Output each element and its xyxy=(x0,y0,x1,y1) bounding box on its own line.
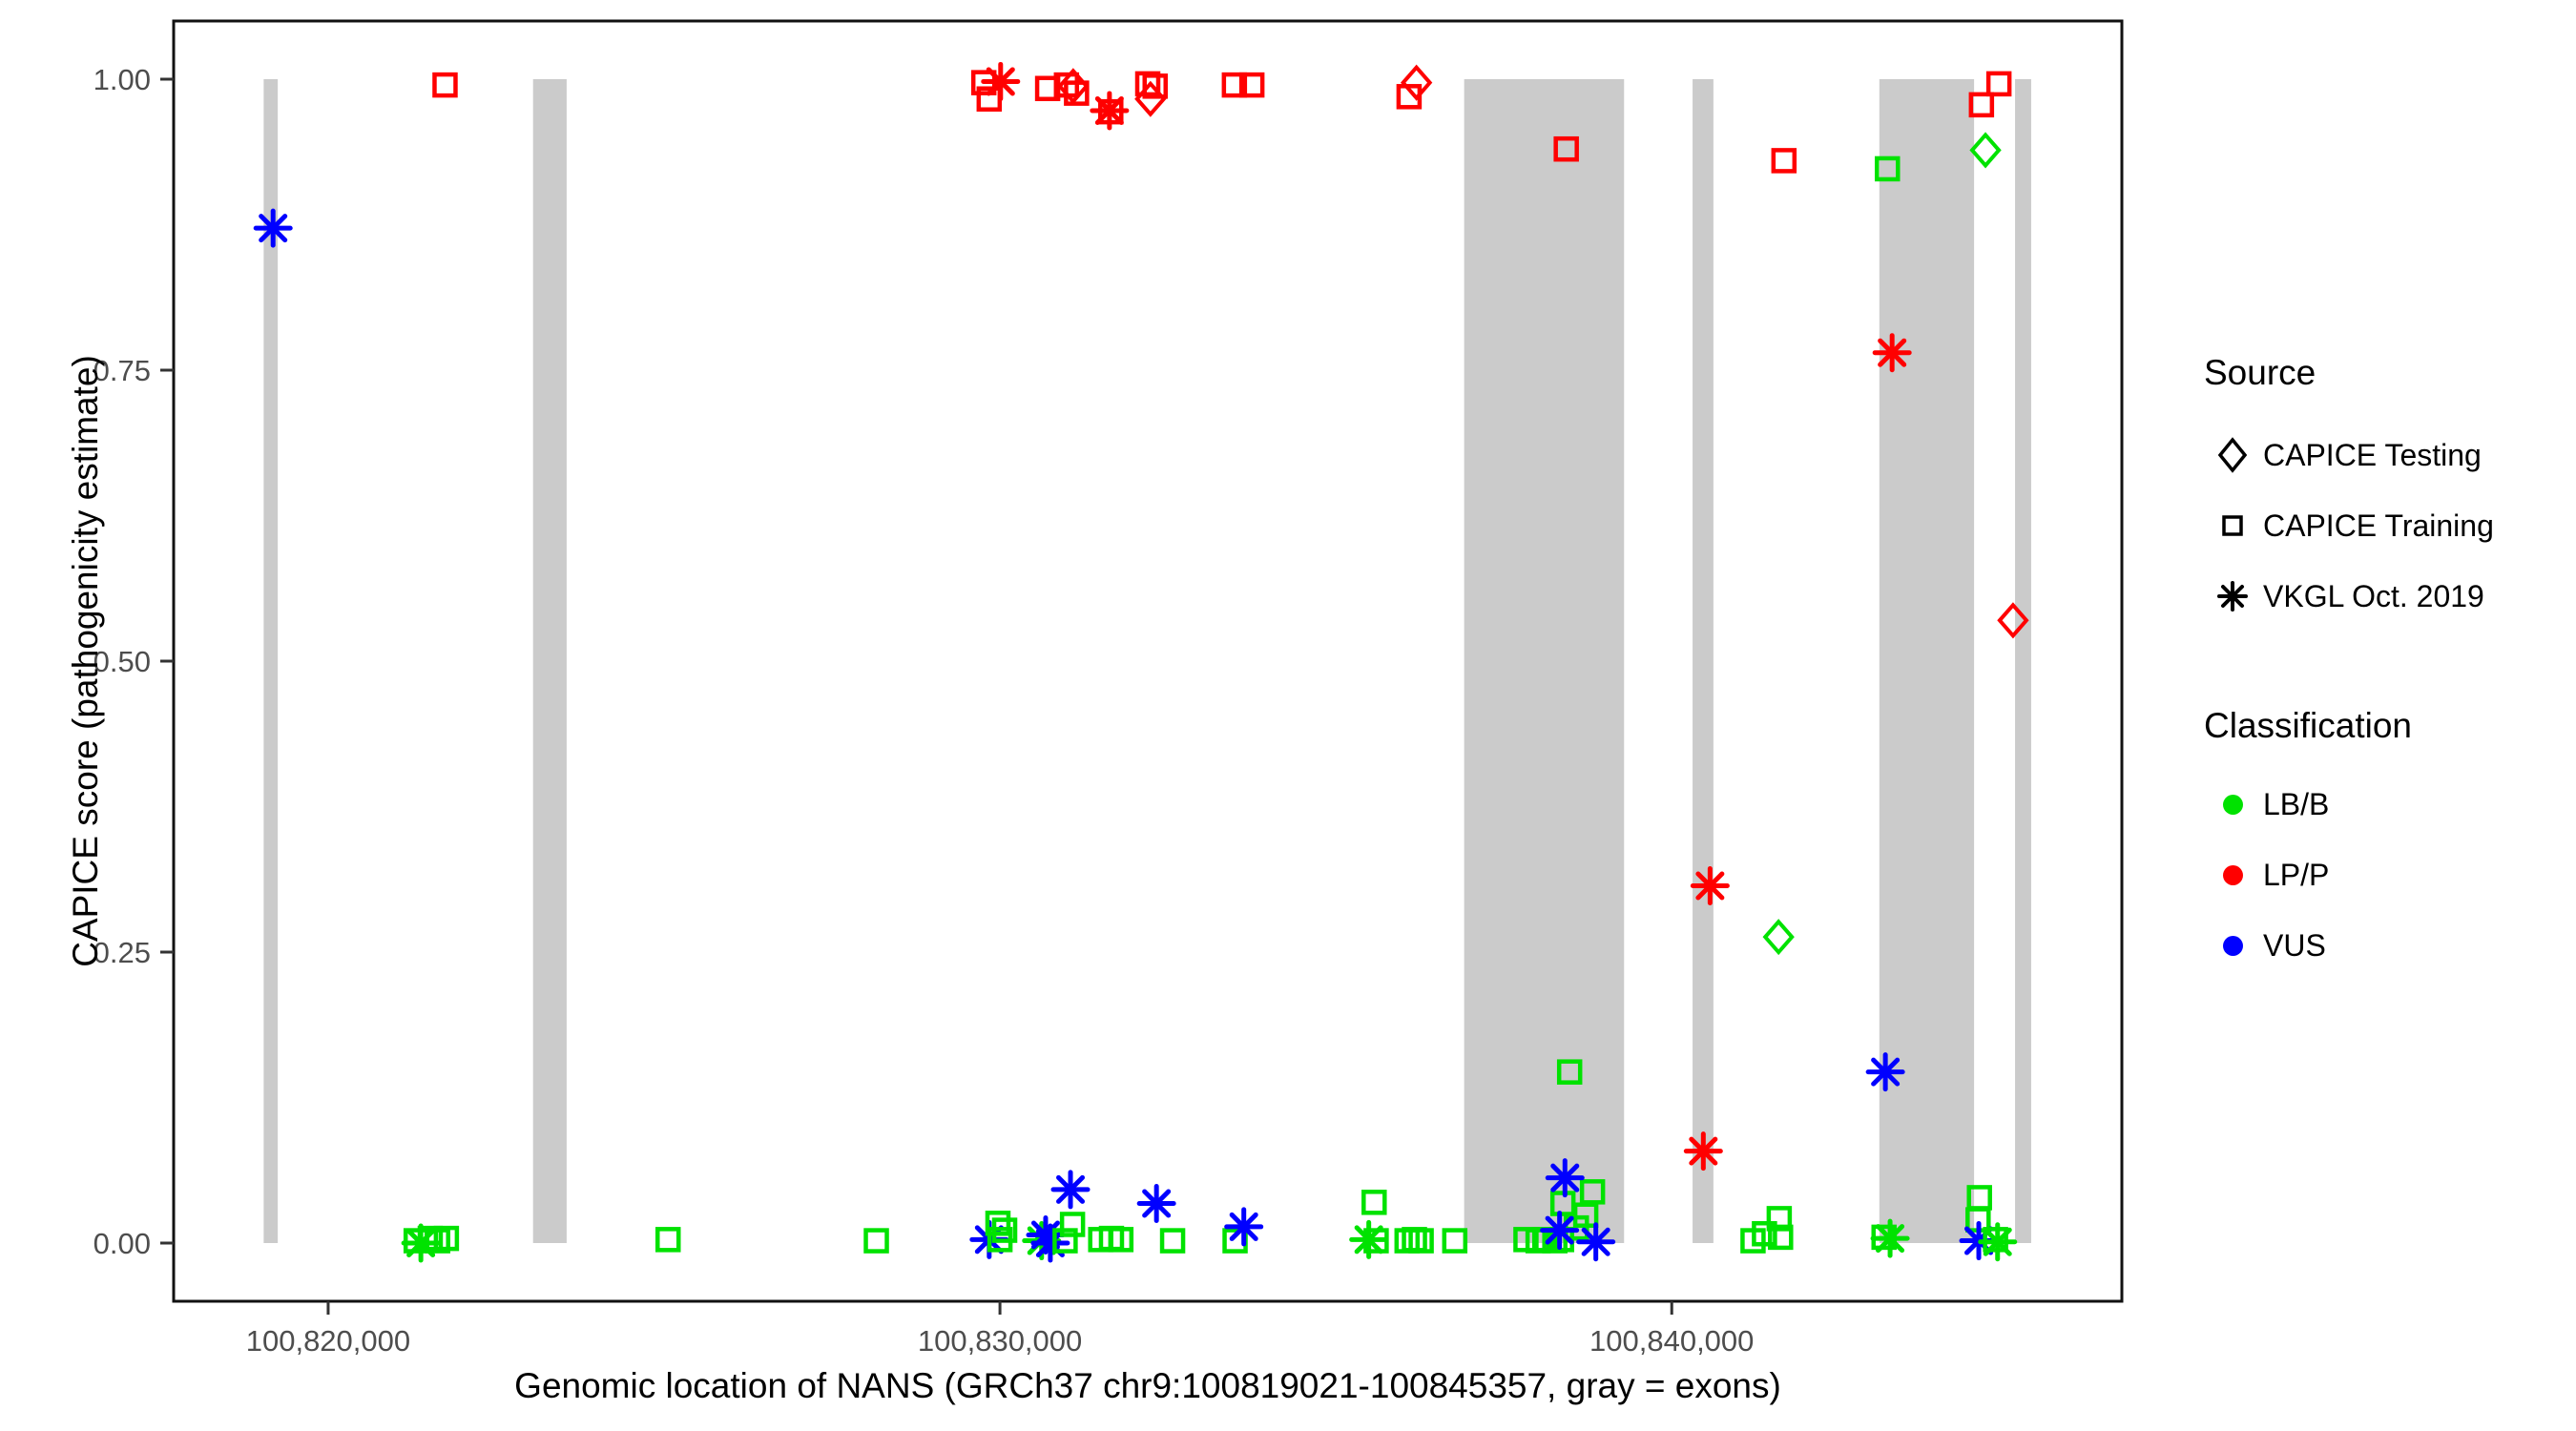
circle-icon xyxy=(2222,794,2243,815)
legend-item-label: CAPICE Training xyxy=(2263,508,2494,543)
exon-bar xyxy=(1464,79,1625,1243)
data-point xyxy=(654,1227,681,1253)
data-point xyxy=(1442,1228,1468,1254)
data-point xyxy=(433,1225,460,1252)
data-point xyxy=(1034,75,1061,102)
data-point xyxy=(1985,71,2012,97)
x-tick-label: 100,820,000 xyxy=(246,1324,410,1358)
data-point xyxy=(1408,1228,1434,1254)
exon-bar xyxy=(2015,79,2031,1243)
exon-bar xyxy=(532,79,567,1243)
data-point xyxy=(1064,80,1090,106)
diamond-icon xyxy=(2217,437,2248,473)
legend-item-label: LB/B xyxy=(2263,786,2330,821)
data-point xyxy=(1134,80,1167,117)
data-point xyxy=(417,1225,444,1252)
data-point xyxy=(1361,1190,1387,1215)
legend-item-label: VKGL Oct. 2019 xyxy=(2263,578,2484,613)
exon-bar xyxy=(263,79,279,1243)
y-tick-label: 0.75 xyxy=(93,354,151,387)
data-point xyxy=(1545,1158,1585,1198)
data-point xyxy=(1556,1059,1583,1085)
square-icon xyxy=(2222,515,2243,536)
circle-icon xyxy=(2222,935,2243,956)
data-point xyxy=(985,1211,1011,1236)
x-tick-label: 100,830,000 xyxy=(918,1324,1082,1358)
data-point xyxy=(1540,1211,1580,1251)
data-point xyxy=(1969,132,2002,169)
legend-item-label: VUS xyxy=(2263,927,2326,963)
data-point xyxy=(1771,148,1797,174)
exon-bar xyxy=(1879,79,1975,1243)
data-point xyxy=(1134,71,1161,97)
data-point xyxy=(1690,865,1730,905)
legend-item-source-2: VKGL Oct. 2019 xyxy=(2204,561,2566,632)
data-point xyxy=(1553,135,1579,162)
x-tick-label: 100,840,000 xyxy=(1589,1324,1754,1358)
data-point xyxy=(1683,1131,1723,1172)
legend-classification: Classification LB/B LP/P VUS xyxy=(2204,706,2566,981)
data-point xyxy=(1098,98,1124,125)
data-point xyxy=(1768,1224,1794,1251)
data-point xyxy=(1766,1206,1793,1232)
data-point xyxy=(1978,1222,2018,1262)
data-point xyxy=(432,72,458,98)
data-point xyxy=(1052,1228,1078,1254)
y-axis-title: CAPICE score (pathogenicity estimate) xyxy=(66,355,105,967)
y-tick-label: 1.00 xyxy=(93,63,151,96)
y-tick-label: 0.00 xyxy=(93,1227,151,1260)
legend-item-classification-2: VUS xyxy=(2204,910,2566,981)
legend-item-label: LP/P xyxy=(2263,857,2330,892)
asterisk-icon xyxy=(2217,581,2248,612)
data-point xyxy=(1136,1184,1176,1224)
legend-source: Source CAPICE Testing CAPICE Training VKGL… xyxy=(2204,353,2566,632)
data-point xyxy=(1108,1227,1134,1253)
legend-item-source-1: CAPICE Training xyxy=(2204,490,2566,561)
data-point xyxy=(863,1228,889,1254)
plot-border xyxy=(172,19,2124,1303)
data-point xyxy=(1576,1222,1616,1262)
y-tick-label: 0.50 xyxy=(93,645,151,678)
data-point xyxy=(976,86,1003,112)
data-point xyxy=(1968,92,1995,118)
data-point xyxy=(1762,919,1795,956)
legend-item-classification-1: LP/P xyxy=(2204,840,2566,910)
circle-icon xyxy=(2222,864,2243,885)
y-tick-label: 0.25 xyxy=(93,936,151,969)
legend-item-label: CAPICE Testing xyxy=(2263,437,2482,472)
data-point xyxy=(253,208,293,248)
legend: Source CAPICE Testing CAPICE Training VKGL… xyxy=(2204,353,2566,981)
data-point xyxy=(1997,602,2029,639)
exon-bar xyxy=(1693,79,1714,1243)
data-point xyxy=(1142,73,1168,99)
data-point xyxy=(1572,1202,1599,1228)
x-axis-title: Genomic location of NANS (GRCh37 chr9:10… xyxy=(514,1366,1781,1405)
data-point xyxy=(1238,72,1265,98)
legend-item-source-0: CAPICE Testing xyxy=(2204,420,2566,490)
legend-item-classification-0: LB/B xyxy=(2204,769,2566,840)
legend-classification-title: Classification xyxy=(2204,706,2412,745)
data-point xyxy=(1875,156,1901,182)
data-point xyxy=(1050,1170,1091,1210)
data-point xyxy=(1865,1052,1905,1092)
data-point xyxy=(1363,1228,1389,1254)
data-point xyxy=(1870,1218,1910,1258)
data-point xyxy=(987,1227,1013,1253)
data-point xyxy=(1396,84,1423,110)
data-point xyxy=(1059,1212,1086,1237)
data-point xyxy=(1221,72,1248,98)
data-point xyxy=(1401,64,1433,101)
legend-source-title: Source xyxy=(2204,353,2316,392)
data-point xyxy=(1579,1179,1606,1205)
data-point xyxy=(1224,1207,1264,1247)
data-point xyxy=(1752,1220,1777,1247)
data-point xyxy=(1872,333,1912,373)
data-point xyxy=(1159,1228,1186,1254)
